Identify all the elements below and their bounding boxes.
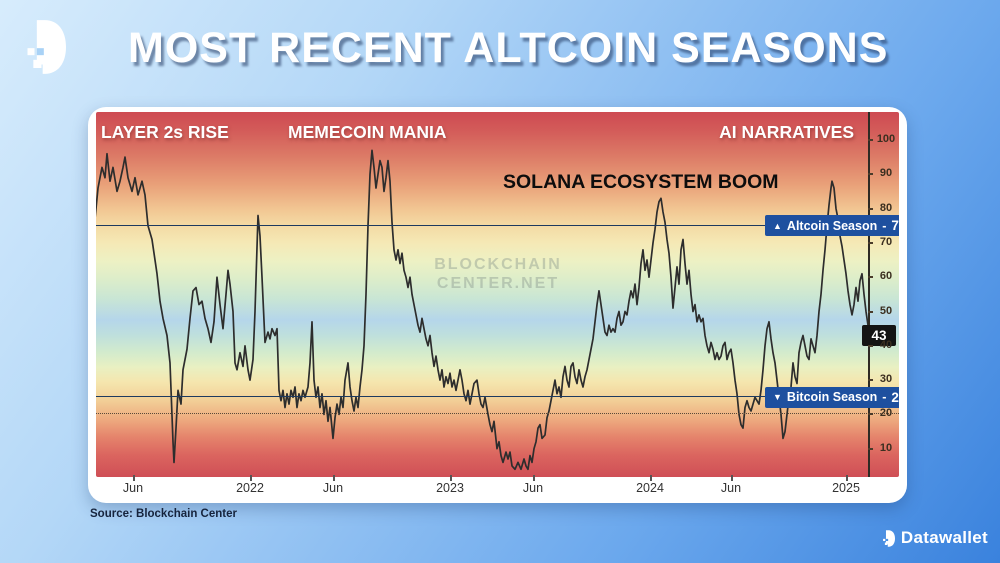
y-tick-mark	[868, 344, 873, 347]
source-caption: Source: Blockchain Center	[90, 508, 237, 520]
x-tick-mark	[731, 475, 733, 481]
altcoin-index-line	[96, 149, 868, 471]
x-tick-label: Jun	[522, 481, 544, 495]
y-tick-mark	[868, 241, 873, 244]
x-tick-label: 2023	[436, 481, 464, 495]
y-tick-label: 80	[879, 201, 893, 214]
watermark-line1: BLOCKCHAIN	[434, 256, 562, 273]
y-tick-label: 90	[879, 167, 893, 180]
y-tick-mark	[868, 276, 873, 279]
altcoin-season-badge-label: Altcoin Season	[786, 218, 878, 233]
annotation-ai-narratives: AI NARRATIVES	[719, 122, 854, 142]
altcoin-season-badge: ▲ Altcoin Season - 75	[765, 215, 899, 237]
x-tick-mark	[650, 475, 652, 481]
x-tick-label: 2022	[236, 481, 264, 495]
footer-brand: Datawallet	[882, 528, 988, 548]
y-tick-label: 10	[879, 441, 893, 454]
blockchaincenter-watermark: BLOCKCHAIN CENTER.NET	[434, 255, 562, 293]
y-tick-label: 30	[879, 373, 893, 386]
x-tick-mark	[250, 475, 252, 481]
current-value-badge: 43	[862, 325, 896, 346]
y-tick-label: 60	[879, 270, 893, 283]
dotted-reference-line	[96, 413, 899, 415]
index-line-plot	[96, 149, 868, 471]
y-tick-mark	[868, 173, 873, 176]
x-tick-label: Jun	[322, 481, 344, 495]
altcoin-season-threshold-line	[96, 224, 868, 226]
x-tick-label: Jun	[720, 481, 742, 495]
y-tick-label: 100	[876, 133, 896, 145]
x-tick-label: 2025	[832, 481, 860, 495]
annotation-layer2s-rise: LAYER 2s RISE	[101, 122, 229, 142]
annotation-memecoin-mania: MEMECOIN MANIA	[288, 122, 447, 142]
y-tick-mark	[868, 413, 873, 416]
bitcoin-season-badge-value: 25	[891, 389, 899, 405]
down-triangle-icon: ▼	[773, 392, 782, 403]
x-tick-mark	[533, 475, 535, 481]
chart-card: BLOCKCHAIN CENTER.NET LAYER 2s RISE MEME…	[88, 107, 907, 503]
y-tick-label: 70	[879, 235, 893, 248]
y-tick-label: 40	[879, 338, 893, 351]
x-tick-label: 2024	[636, 481, 664, 495]
x-tick-mark	[133, 475, 135, 481]
page-title: MOST RECENT ALTCOIN SEASONS	[128, 24, 889, 72]
badge-dash: -	[882, 390, 887, 405]
y-tick-mark	[868, 379, 873, 382]
y-axis-line	[868, 112, 870, 477]
badge-dash: -	[882, 218, 887, 233]
y-tick-label: 20	[879, 407, 893, 420]
up-triangle-icon: ▲	[773, 220, 782, 231]
bitcoin-season-badge: ▼ Bitcoin Season - 25	[765, 386, 899, 408]
x-tick-label: Jun	[122, 481, 144, 495]
y-tick-mark	[868, 207, 873, 210]
annotation-solana-boom: SOLANA ECOSYSTEM BOOM	[503, 171, 779, 193]
chart-area: BLOCKCHAIN CENTER.NET LAYER 2s RISE MEME…	[96, 112, 899, 477]
altcoin-season-badge-value: 75	[891, 218, 899, 234]
y-tick-mark	[868, 139, 873, 141]
bitcoin-season-threshold-line	[96, 396, 868, 398]
x-tick-mark	[333, 475, 335, 481]
bitcoin-season-badge-label: Bitcoin Season	[786, 390, 878, 405]
datawallet-logo-icon	[27, 20, 66, 74]
y-tick-mark	[868, 310, 873, 313]
x-tick-mark	[450, 475, 452, 481]
y-tick-mark	[868, 447, 873, 450]
x-tick-mark	[846, 475, 848, 481]
datawallet-footer-logo-icon	[882, 529, 895, 547]
watermark-line2: CENTER.NET	[436, 275, 560, 293]
footer-brand-name: Datawallet	[900, 528, 988, 547]
y-tick-label: 50	[879, 304, 893, 317]
